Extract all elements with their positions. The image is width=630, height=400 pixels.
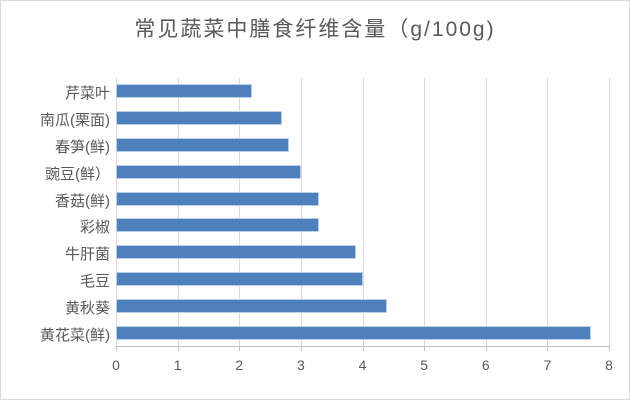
x-axis-tick-label: 3 xyxy=(296,357,305,373)
x-axis-tick xyxy=(362,347,364,351)
gridline xyxy=(547,78,549,346)
bar xyxy=(116,218,320,233)
x-axis-tick-label: 5 xyxy=(420,357,429,373)
gridline xyxy=(239,78,241,346)
category-label: 黄花菜(鲜) xyxy=(40,326,110,344)
chart-title: 常见蔬菜中膳食纤维含量（g/100g) xyxy=(134,18,496,41)
category-label: 香菇(鲜) xyxy=(55,192,110,210)
x-axis-tick-label: 1 xyxy=(173,357,182,373)
gridline xyxy=(362,78,364,346)
x-axis-tick-label: 2 xyxy=(235,357,244,373)
x-axis-tick-label: 7 xyxy=(543,357,552,373)
gridline xyxy=(116,78,117,346)
bar xyxy=(116,272,363,286)
gridline xyxy=(424,78,426,346)
x-axis-tick-label: 6 xyxy=(481,357,490,373)
x-axis-tick xyxy=(239,347,241,351)
bar xyxy=(116,111,283,126)
gridline xyxy=(177,78,179,346)
category-label: 豌豆(鲜） xyxy=(45,165,110,183)
x-axis-tick-label: 4 xyxy=(358,357,367,373)
category-label: 彩椒 xyxy=(79,219,110,237)
bar xyxy=(116,245,357,260)
bar xyxy=(116,84,252,99)
x-axis-tick-label: 0 xyxy=(112,357,120,373)
category-label: 黄秋葵 xyxy=(64,299,110,317)
x-axis-tick xyxy=(547,347,549,351)
x-axis-tick-label: 8 xyxy=(605,357,613,373)
gridline xyxy=(300,78,302,346)
category-label: 南瓜(栗面) xyxy=(40,112,110,130)
category-label: 毛豆 xyxy=(79,273,110,290)
bar xyxy=(116,325,591,340)
gridline xyxy=(609,78,610,346)
x-axis-line xyxy=(116,346,610,347)
category-label: 牛肝菌 xyxy=(64,246,110,264)
category-label: 芹菜叶 xyxy=(64,85,110,103)
category-label: 春笋(鲜) xyxy=(55,139,110,156)
x-axis-tick xyxy=(177,347,179,351)
bar xyxy=(116,164,301,179)
x-axis-tick xyxy=(300,347,302,351)
x-axis-tick xyxy=(609,347,610,351)
x-axis-tick xyxy=(485,347,487,351)
x-axis-tick xyxy=(424,347,426,351)
bar xyxy=(116,191,320,206)
bar xyxy=(116,138,289,152)
x-axis-tick xyxy=(116,347,117,351)
plot-area xyxy=(116,78,610,346)
gridline xyxy=(485,78,487,346)
bar xyxy=(116,298,388,313)
